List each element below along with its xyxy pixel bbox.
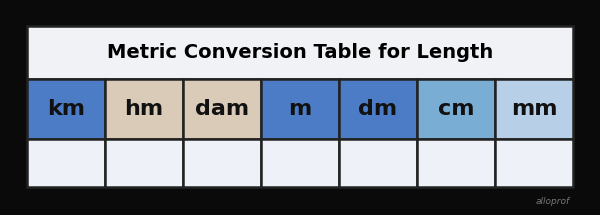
Text: Metric Conversion Table for Length: Metric Conversion Table for Length xyxy=(107,43,493,62)
Text: dm: dm xyxy=(358,99,398,119)
Text: dam: dam xyxy=(195,99,249,119)
Bar xyxy=(27,79,105,139)
Bar xyxy=(105,79,183,139)
Bar xyxy=(105,139,183,187)
Bar xyxy=(417,139,495,187)
Bar xyxy=(183,139,261,187)
Bar xyxy=(417,79,495,139)
Bar xyxy=(339,79,417,139)
Text: cm: cm xyxy=(438,99,474,119)
Bar xyxy=(183,79,261,139)
Bar xyxy=(339,139,417,187)
Bar xyxy=(27,139,105,187)
Text: mm: mm xyxy=(511,99,557,119)
Text: m: m xyxy=(289,99,311,119)
Text: hm: hm xyxy=(124,99,164,119)
Text: alloprof: alloprof xyxy=(536,197,570,206)
Bar xyxy=(261,139,339,187)
Bar xyxy=(495,79,573,139)
Text: km: km xyxy=(47,99,85,119)
Bar xyxy=(261,79,339,139)
Bar xyxy=(27,26,573,79)
Bar xyxy=(495,139,573,187)
